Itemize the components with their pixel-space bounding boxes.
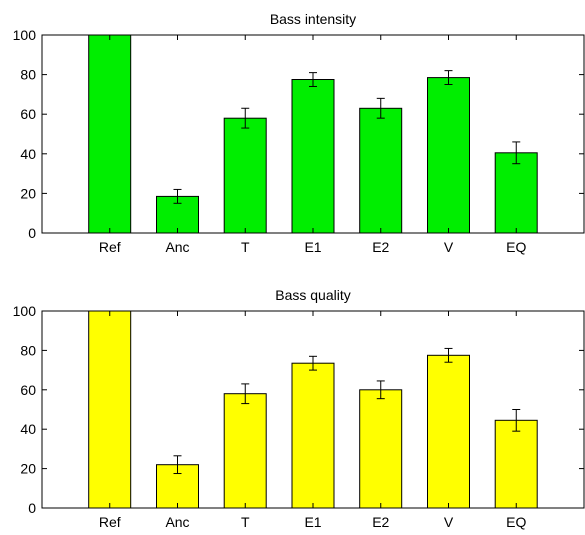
x-tick-label: E2: [372, 514, 389, 530]
bar-eq: [494, 419, 538, 509]
x-tick-label: EQ: [506, 239, 526, 255]
x-tick-label: T: [241, 514, 250, 530]
panel-bass-intensity: Bass intensity 0 20 40 60 80 100 Ref Anc T E1 E2 V E…: [13, 11, 585, 255]
chart-title: Bass intensity: [270, 11, 356, 27]
x-tick-label: E1: [304, 514, 321, 530]
y-tick-label: 0: [28, 500, 36, 516]
y-tick-label: 40: [20, 146, 36, 162]
y-tick-label: 80: [20, 67, 36, 83]
x-tick-label: EQ: [506, 514, 526, 530]
bar-v: [427, 77, 470, 234]
x-tick-label: Ref: [99, 514, 121, 530]
bar-ref: [88, 310, 132, 509]
panel-bass-quality: Bass quality 0 20 40 60 80 100 Ref Anc T E1 E2 V EQ: [13, 287, 585, 530]
bar-t: [223, 117, 267, 234]
x-tick-label: E2: [372, 239, 389, 255]
x-tick-label: V: [444, 239, 454, 255]
bar-ref: [88, 34, 132, 234]
y-tick-label: 20: [20, 185, 36, 201]
y-tick-label: 0: [28, 225, 36, 241]
bar-t: [223, 393, 267, 509]
bar-v: [427, 354, 470, 509]
y-tick-label: 20: [20, 461, 36, 477]
x-tick-label: Ref: [99, 239, 121, 255]
x-tick-label: T: [241, 239, 250, 255]
x-tick-label: Anc: [165, 514, 189, 530]
y-tick-label: 60: [20, 382, 36, 398]
bar-e2: [359, 389, 403, 509]
y-tick-label: 80: [20, 342, 36, 358]
bar-e1: [291, 79, 335, 234]
bar-eq: [494, 152, 538, 234]
bar-e2: [359, 107, 403, 234]
chart-title: Bass quality: [275, 287, 350, 303]
y-tick-label: 100: [13, 27, 37, 43]
x-tick-label: V: [444, 514, 454, 530]
x-tick-label: Anc: [165, 239, 189, 255]
y-tick-label: 40: [20, 421, 36, 437]
y-tick-label: 100: [13, 303, 37, 319]
y-tick-label: 60: [20, 106, 36, 122]
x-tick-label: E1: [304, 239, 321, 255]
bar-e1: [291, 362, 335, 509]
